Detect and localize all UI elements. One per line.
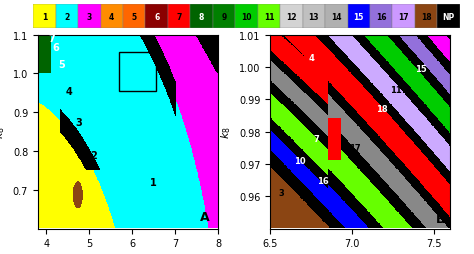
Text: 1: 1 <box>150 177 157 187</box>
FancyBboxPatch shape <box>392 5 415 29</box>
FancyBboxPatch shape <box>438 5 460 29</box>
FancyBboxPatch shape <box>325 5 347 29</box>
Text: 3: 3 <box>87 13 92 22</box>
Text: 17: 17 <box>398 13 409 22</box>
FancyBboxPatch shape <box>302 5 325 29</box>
Y-axis label: $k_8$: $k_8$ <box>219 126 233 138</box>
FancyBboxPatch shape <box>146 5 168 29</box>
Text: 5: 5 <box>132 13 137 22</box>
Text: 7: 7 <box>176 13 182 22</box>
FancyBboxPatch shape <box>347 5 370 29</box>
FancyBboxPatch shape <box>258 5 280 29</box>
Text: 14: 14 <box>331 13 342 22</box>
Text: 3: 3 <box>75 117 82 128</box>
Text: 9: 9 <box>221 13 227 22</box>
Text: 7: 7 <box>48 34 55 44</box>
Text: 4: 4 <box>308 54 314 62</box>
Text: 2: 2 <box>64 13 70 22</box>
Text: 10: 10 <box>294 156 305 166</box>
Text: A: A <box>200 210 210 223</box>
Text: 1: 1 <box>382 185 388 195</box>
FancyBboxPatch shape <box>235 5 258 29</box>
Text: 16: 16 <box>376 13 386 22</box>
FancyBboxPatch shape <box>280 5 302 29</box>
Text: 4: 4 <box>109 13 114 22</box>
Text: 17: 17 <box>349 144 361 153</box>
Text: 12: 12 <box>286 13 297 22</box>
FancyBboxPatch shape <box>370 5 392 29</box>
Text: 18: 18 <box>421 13 431 22</box>
FancyBboxPatch shape <box>55 5 78 29</box>
FancyBboxPatch shape <box>100 5 123 29</box>
FancyBboxPatch shape <box>168 5 191 29</box>
Text: 18: 18 <box>376 105 387 114</box>
Text: 11: 11 <box>264 13 274 22</box>
Text: B: B <box>436 212 446 225</box>
Text: 15: 15 <box>415 65 427 74</box>
Text: 7: 7 <box>313 134 319 143</box>
Text: 1: 1 <box>42 13 47 22</box>
FancyBboxPatch shape <box>191 5 213 29</box>
Text: 8: 8 <box>199 13 204 22</box>
Text: 5: 5 <box>58 59 65 70</box>
Y-axis label: $k_8$: $k_8$ <box>0 126 7 138</box>
Text: 4: 4 <box>65 87 72 97</box>
FancyBboxPatch shape <box>415 5 438 29</box>
Text: 13: 13 <box>309 13 319 22</box>
FancyBboxPatch shape <box>213 5 235 29</box>
FancyBboxPatch shape <box>123 5 146 29</box>
Text: 15: 15 <box>354 13 364 22</box>
Text: 11: 11 <box>391 86 402 95</box>
Text: 3: 3 <box>279 189 284 198</box>
Text: 2: 2 <box>90 150 97 160</box>
Text: 6: 6 <box>53 43 59 53</box>
FancyBboxPatch shape <box>33 5 55 29</box>
Bar <box>119 53 156 91</box>
Text: 6: 6 <box>154 13 159 22</box>
Text: NP: NP <box>442 13 455 22</box>
Text: 16: 16 <box>317 176 328 185</box>
FancyBboxPatch shape <box>78 5 100 29</box>
Text: 10: 10 <box>241 13 252 22</box>
